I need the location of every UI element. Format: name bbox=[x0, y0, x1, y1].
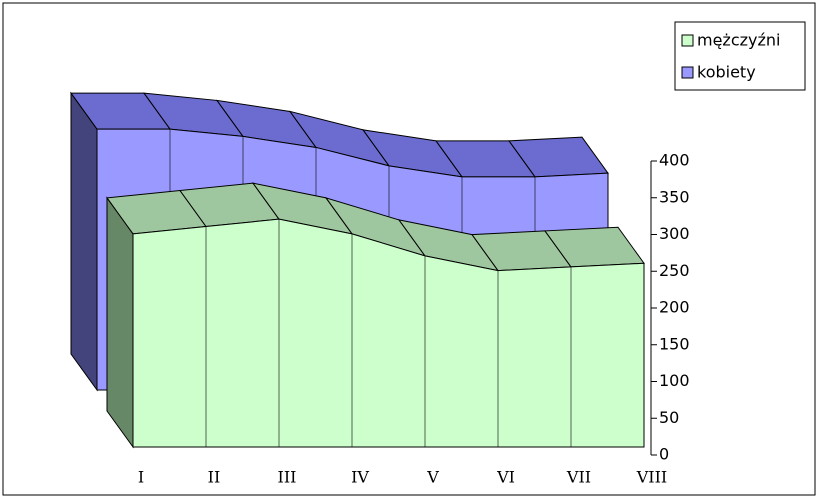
x-tick-label: VIII bbox=[636, 468, 668, 487]
y-tick-label: 200 bbox=[659, 298, 690, 317]
x-tick-label: III bbox=[278, 468, 297, 487]
legend-swatch bbox=[681, 66, 694, 79]
x-tick-label: VI bbox=[496, 468, 515, 487]
y-tick-label: 150 bbox=[659, 334, 690, 353]
legend-label: mężczyźni bbox=[697, 31, 780, 50]
side-face bbox=[106, 196, 134, 449]
x-tick-label: V bbox=[426, 468, 439, 487]
y-tick-label: 0 bbox=[659, 445, 669, 464]
legend bbox=[674, 21, 806, 91]
y-tick-label: 400 bbox=[659, 151, 690, 170]
y-tick-label: 100 bbox=[659, 371, 690, 390]
y-tick-label: 350 bbox=[659, 187, 690, 206]
x-tick-label: VII bbox=[566, 468, 591, 487]
side-face bbox=[70, 91, 98, 392]
legend-swatch bbox=[681, 34, 694, 47]
y-tick-label: 50 bbox=[659, 408, 679, 427]
legend-label: kobiety bbox=[697, 63, 756, 82]
y-tick-label: 250 bbox=[659, 261, 690, 280]
x-tick-label: I bbox=[138, 468, 144, 487]
y-tick-label: 300 bbox=[659, 224, 690, 243]
x-tick-label: IV bbox=[351, 468, 369, 487]
x-tick-label: II bbox=[208, 468, 221, 487]
